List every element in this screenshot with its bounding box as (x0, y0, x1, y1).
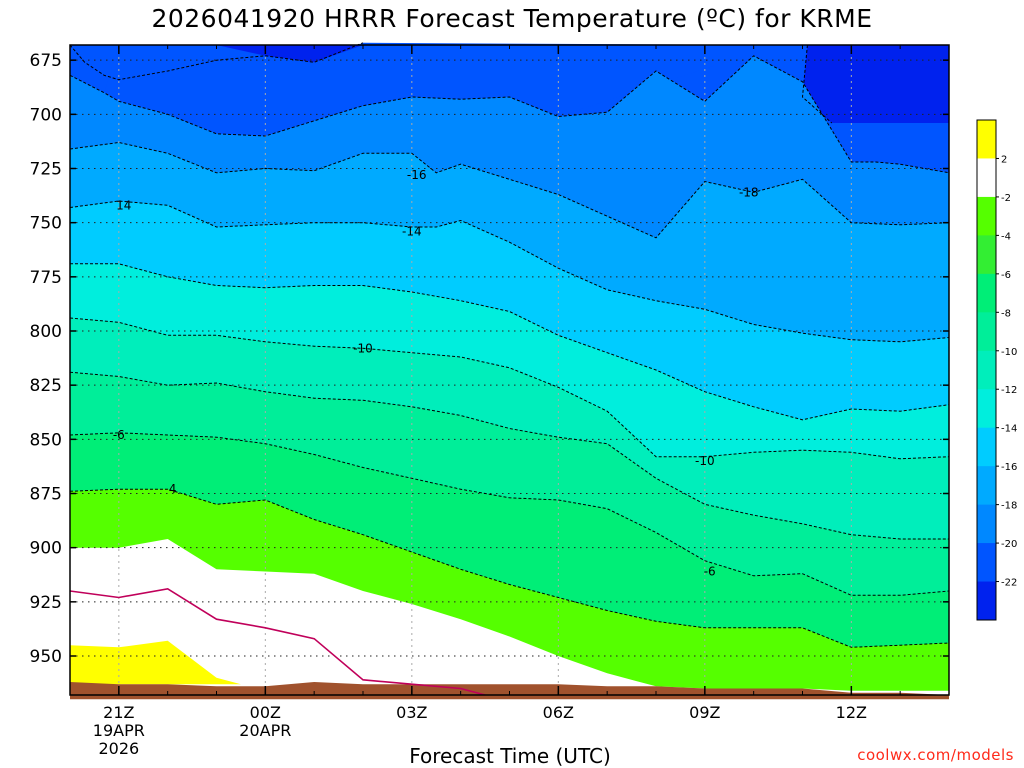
colorbar-label: -12 (1001, 385, 1017, 396)
colorbar-swatch (977, 504, 996, 544)
x-axis-label: Forecast Time (UTC) (409, 744, 611, 768)
x-tick-label: 09Z (689, 703, 720, 722)
colorbar-label: 2 (1001, 154, 1007, 165)
colorbar-swatch (977, 196, 996, 236)
colorbar-swatch (977, 543, 996, 583)
colorbar: 2 -2 -4 -6 -8 -10 -12 -14 -16 -18 -20 -22 (976, 119, 1017, 621)
temperature-fill-bands (70, 42, 949, 700)
chart-title: 2026041920 HRRR Forecast Temperature (ºC… (151, 4, 873, 33)
x-tick-label: 00Z (250, 703, 281, 722)
contour-label: 14 (116, 198, 131, 212)
colorbar-label: -20 (1001, 539, 1017, 550)
colorbar-label: -18 (1001, 501, 1017, 512)
colorbar-label: -6 (1001, 270, 1011, 281)
colorbar-swatch (977, 158, 996, 198)
colorbar-label: -14 (1001, 424, 1017, 435)
contour-label: -14 (402, 224, 422, 238)
contour-line (69, 42, 364, 81)
contour-label: -6 (113, 428, 125, 442)
fill-cold-pocket-right (802, 45, 949, 123)
contour-line (69, 488, 950, 648)
contour-line (69, 432, 950, 596)
colorbar-swatch (977, 273, 996, 313)
colorbar-swatch (977, 389, 996, 429)
colorbar-label: -8 (1001, 308, 1011, 319)
colorbar-swatch (977, 120, 996, 159)
contour-line (801, 44, 833, 124)
contour-line (69, 371, 949, 540)
x-tick-label: 19APR (93, 721, 145, 740)
contour-label: -18 (739, 185, 759, 199)
y-tick-label: 900 (30, 539, 62, 559)
contour-label: -16 (407, 168, 427, 182)
y-tick-label: 850 (30, 430, 62, 450)
contour-line (70, 263, 950, 421)
colorbar-swatch (977, 466, 996, 506)
y-tick-label: 750 (30, 214, 62, 234)
axes: 67570072575077580082585087590092595021Z1… (30, 44, 950, 758)
colorbar-swatch (977, 581, 996, 621)
freezing-isotherm-line (69, 587, 486, 696)
contour-lines (69, 42, 950, 696)
contour-line (69, 141, 950, 239)
y-tick-label: 950 (30, 647, 62, 667)
x-tick-label: 12Z (836, 703, 867, 722)
colorbar-label: -2 (1001, 193, 1011, 204)
contour-label: -10 (353, 341, 373, 355)
colorbar-swatch (977, 350, 996, 390)
contour-label: -10 (695, 454, 715, 468)
contour-label: 4 (169, 482, 177, 496)
colorbar-label: -10 (1001, 347, 1017, 358)
x-tick-label: 06Z (543, 703, 574, 722)
contour-labels: -16 -18 14 -14 -10 -6 -10 4 -6 (113, 168, 759, 579)
y-tick-label: 700 (30, 105, 62, 125)
colorbar-frame (976, 119, 997, 621)
x-tick-label: 03Z (396, 703, 427, 722)
colorbar-label: -16 (1001, 462, 1017, 473)
y-tick-label: 675 (30, 51, 62, 71)
grid-lines (70, 45, 949, 695)
y-tick-label: 725 (30, 160, 62, 180)
fill-band-near-freezing-white (70, 539, 949, 695)
colorbar-swatch (977, 235, 996, 275)
fill-cold-pocket-top (216, 45, 363, 63)
y-tick-label: 775 (30, 268, 62, 288)
fill-band-center (84, 45, 779, 136)
y-tick-label: 875 (30, 485, 62, 505)
contour-line (69, 200, 950, 343)
y-tick-label: 825 (30, 376, 62, 396)
colorbar-label: -22 (1001, 578, 1017, 589)
x-tick-label: 21Z (103, 703, 134, 722)
contour-label: -6 (704, 565, 716, 579)
x-tick-label: 2026 (98, 739, 139, 758)
source-credit: coolwx.com/models (857, 746, 1014, 764)
y-tick-label: 925 (30, 593, 62, 613)
colorbar-swatch (977, 312, 996, 352)
x-tick-label: 20APR (239, 721, 291, 740)
fill-warm-above-2C (70, 640, 241, 685)
colorbar-swatch (977, 427, 996, 467)
colorbar-label: -4 (1001, 231, 1011, 242)
y-tick-label: 800 (30, 322, 62, 342)
contour-line (69, 55, 950, 174)
